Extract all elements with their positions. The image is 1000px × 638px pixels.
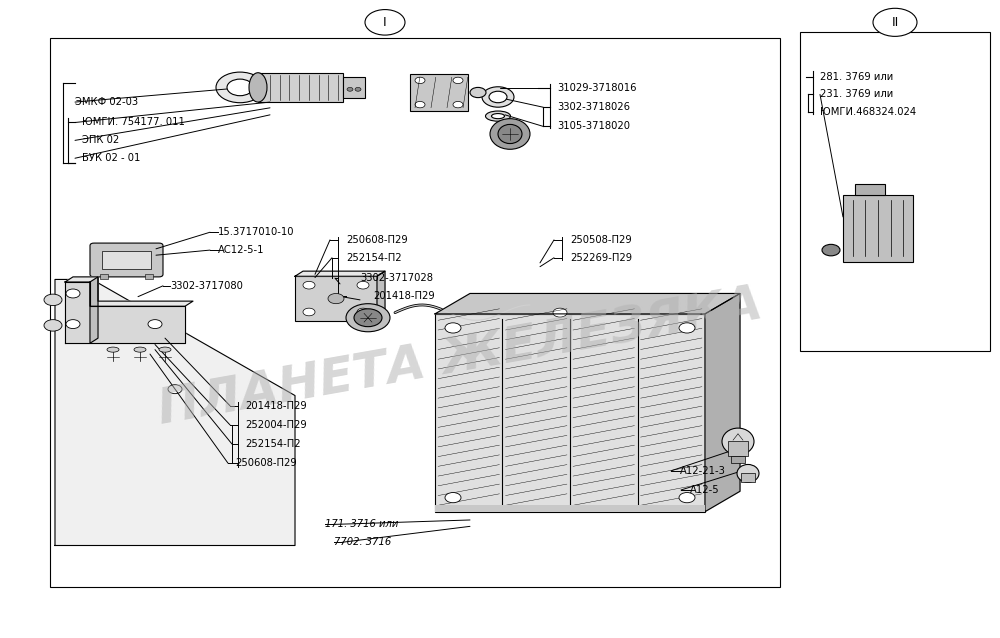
Bar <box>800 32 990 351</box>
Circle shape <box>453 101 463 108</box>
Circle shape <box>489 91 507 103</box>
Circle shape <box>445 323 461 333</box>
Text: II: II <box>891 16 899 29</box>
Text: 201418-П29: 201418-П29 <box>245 401 307 411</box>
Circle shape <box>148 320 162 329</box>
Bar <box>855 184 885 195</box>
Text: ЮМГИ.468324.024: ЮМГИ.468324.024 <box>820 107 916 117</box>
Bar <box>410 74 468 111</box>
Circle shape <box>168 385 182 394</box>
Text: 3302-3717028: 3302-3717028 <box>360 273 433 283</box>
Circle shape <box>346 304 390 332</box>
Text: 3302-3718026: 3302-3718026 <box>557 102 630 112</box>
Circle shape <box>679 493 695 503</box>
Bar <box>102 251 151 269</box>
Circle shape <box>553 308 567 317</box>
Text: ЭМКФ 02-03: ЭМКФ 02-03 <box>75 97 138 107</box>
Text: БУК 02 - 01: БУК 02 - 01 <box>82 153 140 163</box>
Circle shape <box>44 294 62 306</box>
Circle shape <box>227 79 253 96</box>
Circle shape <box>482 87 514 107</box>
Text: 3105-3718020: 3105-3718020 <box>557 121 630 131</box>
Text: 15.3717010-10: 15.3717010-10 <box>218 227 294 237</box>
Bar <box>435 505 705 512</box>
Circle shape <box>873 8 917 36</box>
Text: АС12-5-1: АС12-5-1 <box>218 245 264 255</box>
Circle shape <box>355 87 361 91</box>
Circle shape <box>415 101 425 108</box>
Text: 250608-П29: 250608-П29 <box>235 458 297 468</box>
Ellipse shape <box>737 464 759 482</box>
Text: 252269-П29: 252269-П29 <box>570 253 632 263</box>
Text: 250608-П29: 250608-П29 <box>346 235 408 245</box>
Circle shape <box>679 323 695 333</box>
Text: I: I <box>383 16 387 29</box>
Text: 171. 3716 или: 171. 3716 или <box>325 519 398 530</box>
Bar <box>728 441 748 456</box>
Ellipse shape <box>492 114 505 119</box>
Circle shape <box>357 281 369 289</box>
Polygon shape <box>90 277 98 343</box>
Text: 252004-П29: 252004-П29 <box>245 420 307 430</box>
Circle shape <box>303 308 315 316</box>
Ellipse shape <box>498 124 522 144</box>
Polygon shape <box>65 277 193 306</box>
Text: 250508-П29: 250508-П29 <box>570 235 632 245</box>
Polygon shape <box>377 271 385 321</box>
Bar <box>843 195 913 262</box>
Circle shape <box>357 308 369 316</box>
Circle shape <box>453 77 463 84</box>
Circle shape <box>445 493 461 503</box>
Text: 252154-П2: 252154-П2 <box>346 253 402 263</box>
Bar <box>100 274 108 279</box>
Bar <box>343 77 365 98</box>
Ellipse shape <box>134 347 146 352</box>
Ellipse shape <box>486 111 511 121</box>
Circle shape <box>822 244 840 256</box>
Ellipse shape <box>722 428 754 455</box>
Ellipse shape <box>249 73 267 102</box>
Bar <box>731 456 745 463</box>
Text: ПЛАНЕТА ЖЕЛЕЗЯКА: ПЛАНЕТА ЖЕЛЕЗЯКА <box>154 281 766 434</box>
Circle shape <box>66 320 80 329</box>
Text: 281. 3769 или: 281. 3769 или <box>820 71 893 82</box>
Bar <box>50 38 780 587</box>
FancyBboxPatch shape <box>90 243 163 277</box>
Text: 7702. 3716: 7702. 3716 <box>334 537 391 547</box>
Text: 252154-П2: 252154-П2 <box>245 439 301 449</box>
Polygon shape <box>295 271 385 276</box>
Text: А12-21-3: А12-21-3 <box>680 466 726 476</box>
Ellipse shape <box>159 347 171 352</box>
Circle shape <box>216 72 264 103</box>
Circle shape <box>44 320 62 331</box>
Text: А12-5: А12-5 <box>690 485 720 495</box>
Text: 231. 3769 или: 231. 3769 или <box>820 89 893 100</box>
Circle shape <box>303 281 315 289</box>
Polygon shape <box>55 279 295 545</box>
Text: 201418-П29: 201418-П29 <box>373 291 435 301</box>
Polygon shape <box>65 282 185 343</box>
Circle shape <box>328 293 344 304</box>
Bar <box>741 473 755 482</box>
Circle shape <box>470 87 486 98</box>
Text: 3302-3717080: 3302-3717080 <box>170 281 243 291</box>
Circle shape <box>66 289 80 298</box>
Bar <box>145 274 153 279</box>
Bar <box>295 276 377 321</box>
Text: ЮМГИ. 754177. 011: ЮМГИ. 754177. 011 <box>82 117 185 128</box>
Polygon shape <box>435 293 740 314</box>
Ellipse shape <box>107 347 119 352</box>
Text: ЭПК 02: ЭПК 02 <box>82 135 119 145</box>
Bar <box>258 73 343 102</box>
Circle shape <box>365 10 405 35</box>
Bar <box>435 314 705 512</box>
Polygon shape <box>705 293 740 512</box>
Ellipse shape <box>490 119 530 149</box>
Circle shape <box>354 309 382 327</box>
Circle shape <box>415 77 425 84</box>
Circle shape <box>347 87 353 91</box>
Text: 31029-3718016: 31029-3718016 <box>557 83 637 93</box>
